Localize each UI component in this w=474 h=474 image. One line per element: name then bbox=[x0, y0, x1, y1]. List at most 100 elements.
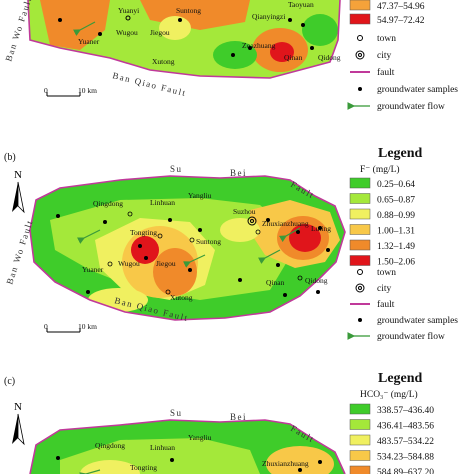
north-label: N bbox=[14, 169, 22, 181]
sample-point bbox=[310, 46, 314, 50]
sample-icon bbox=[358, 87, 362, 91]
legend-swatch bbox=[349, 419, 371, 430]
north-arrow: N bbox=[12, 401, 25, 446]
sample-point bbox=[86, 290, 90, 294]
town-label: Qianyingzi bbox=[252, 12, 285, 21]
legend-row-label: 0.65–0.87 bbox=[377, 196, 415, 206]
town-label: Qidong bbox=[305, 276, 328, 285]
town-label: Suntong bbox=[196, 237, 221, 246]
sample-point bbox=[103, 220, 107, 224]
sample-point bbox=[326, 248, 330, 252]
legend-swatch bbox=[349, 177, 371, 189]
sample-point bbox=[248, 46, 252, 50]
legend-title: Legend bbox=[378, 146, 423, 161]
panel-b-legend: Legend F⁻ (mg/L) 0.25–0.64 0.65–0.87 0.88–… bbox=[347, 146, 458, 342]
panel-a-legend: 47.37–54.96 54.97–72.42 town city fault … bbox=[347, 0, 458, 112]
panel-b-label: (b) bbox=[4, 152, 16, 163]
legend-swatch bbox=[349, 239, 371, 251]
legend-row-label: 0.25–0.64 bbox=[377, 180, 415, 190]
town-marker bbox=[189, 237, 195, 243]
town-marker bbox=[127, 211, 133, 217]
town-label: Yangliu bbox=[188, 433, 212, 442]
legend-swatch bbox=[349, 255, 371, 266]
legend-samples: groundwater samples bbox=[377, 316, 458, 326]
legend-swatch bbox=[349, 13, 371, 25]
town-label: Zoazhuang bbox=[242, 41, 276, 50]
flow-arrow-icon bbox=[279, 227, 301, 243]
panel-c-legend: Legend HCO₃⁻ (mg/L) 338.57–436.40 436.41–… bbox=[349, 371, 434, 474]
town-label: Qingdong bbox=[93, 199, 123, 208]
legend-unit: HCO₃⁻ (mg/L) bbox=[360, 389, 418, 400]
sample-point bbox=[296, 230, 300, 234]
town-label: Wugou bbox=[116, 28, 138, 37]
legend-rows: 338.57–436.40 436.41–483.56 483.57–534.22 5… bbox=[349, 403, 434, 474]
flow-arrow-icon bbox=[79, 469, 101, 474]
legend-row-label: 47.37–54.96 bbox=[377, 2, 425, 12]
panel-c-map: Su Bei Fault Qingdong Yangliu Linhuan To… bbox=[29, 408, 346, 474]
panel-c-lightorange-zone bbox=[266, 446, 334, 474]
town-label: Wugou bbox=[118, 259, 140, 268]
legend-samples: groundwater samples bbox=[377, 85, 458, 95]
fault-label-left: Ban Wo Fault bbox=[4, 218, 34, 285]
city-icon bbox=[355, 50, 365, 60]
legend-row-label: 1.00–1.31 bbox=[377, 227, 415, 237]
panel-b-yellow-zone-suzhou bbox=[220, 218, 260, 242]
flow-arrow-icon bbox=[183, 254, 206, 268]
town-marker bbox=[125, 15, 131, 21]
panel-b-red-zone-west bbox=[131, 236, 159, 264]
sample-point bbox=[316, 290, 320, 294]
panel-a-fault-line bbox=[27, 0, 341, 79]
sample-point bbox=[170, 458, 174, 462]
panel-a-red-zone bbox=[270, 42, 294, 62]
sample-point bbox=[276, 263, 280, 267]
scale-zero: 0 bbox=[44, 86, 48, 95]
sample-point bbox=[288, 18, 292, 22]
legend-flow: groundwater flow bbox=[377, 101, 445, 112]
town-icon bbox=[357, 269, 363, 275]
legend-city: city bbox=[377, 51, 391, 61]
panel-a-orange-zone-west bbox=[40, 0, 110, 50]
legend-unit: F⁻ (mg/L) bbox=[360, 164, 400, 175]
town-label: Qidong bbox=[318, 53, 341, 62]
town-marker bbox=[107, 261, 113, 267]
town-icon bbox=[357, 35, 363, 41]
sample-point bbox=[238, 278, 242, 282]
panel-a-map: Yuanyi Suntong Qianyingzi Taoyuan Yuaner… bbox=[3, 0, 341, 98]
sample-point bbox=[283, 293, 287, 297]
legend-fault: fault bbox=[377, 67, 395, 78]
town-label: Yuaner bbox=[82, 265, 104, 274]
panel-c-fault-boundary bbox=[29, 419, 346, 474]
legend-town: town bbox=[377, 268, 396, 278]
sample-point bbox=[301, 23, 305, 27]
legend-fault: fault bbox=[377, 299, 395, 310]
legend-row-label: 54.97–72.42 bbox=[377, 16, 425, 26]
legend-swatch bbox=[349, 450, 371, 461]
sample-point bbox=[318, 460, 322, 464]
scale-zero: 0 bbox=[44, 322, 48, 331]
fault-label-su: Su bbox=[170, 408, 183, 418]
panel-b-scale-bar: 0 10 km bbox=[44, 322, 97, 333]
sample-point bbox=[298, 468, 302, 472]
city-marker bbox=[247, 216, 257, 226]
town-label: Yangliu bbox=[188, 191, 212, 200]
sample-point bbox=[138, 244, 142, 248]
fault-label-bottom: Ban Qiao Fault bbox=[112, 70, 188, 98]
legend-swatch bbox=[349, 465, 371, 474]
legend-row-label: 0.88–0.99 bbox=[377, 211, 415, 221]
sample-icon bbox=[358, 318, 362, 322]
legend-town: town bbox=[377, 34, 396, 44]
town-label: Tongting bbox=[130, 463, 157, 472]
panel-a-yellow-zone bbox=[159, 16, 191, 40]
sample-point bbox=[178, 18, 182, 22]
scale-ten: 10 km bbox=[78, 86, 97, 95]
fault-label-bei: Bei bbox=[230, 412, 247, 422]
town-label: Qingdong bbox=[95, 441, 125, 450]
panel-a-green-zone-east bbox=[302, 14, 338, 46]
fault-label-su: Su bbox=[170, 164, 183, 174]
town-marker bbox=[157, 233, 163, 239]
sample-point bbox=[318, 226, 322, 230]
panel-c-yellow-zone bbox=[80, 460, 140, 474]
panel-b-samples bbox=[56, 214, 330, 297]
panel-a-samples bbox=[58, 18, 314, 57]
legend-row-label: 483.57–534.22 bbox=[377, 437, 434, 447]
